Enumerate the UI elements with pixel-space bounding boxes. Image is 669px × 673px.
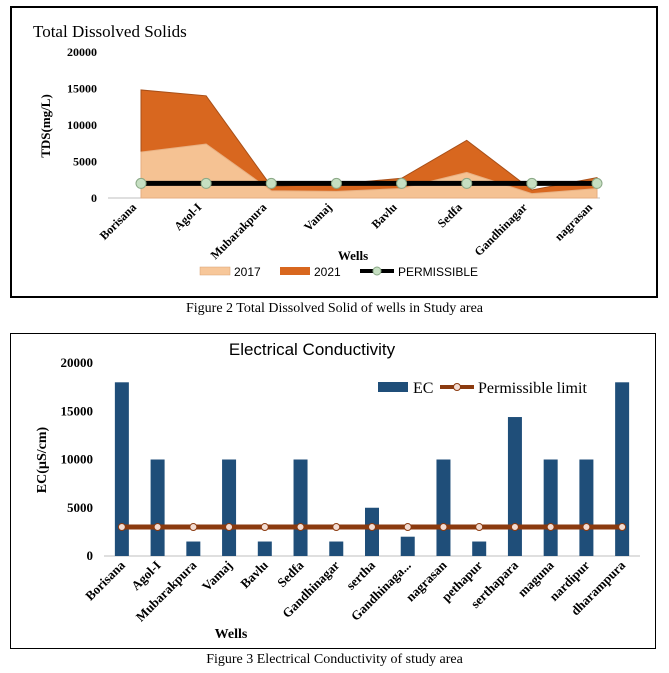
permissible-limit-point bbox=[296, 523, 305, 532]
ec-legend: EC Permissible limit bbox=[378, 380, 587, 397]
ec-bar bbox=[615, 382, 630, 556]
ec-bar bbox=[114, 382, 129, 556]
ec-y-tick-label: 20000 bbox=[61, 355, 94, 370]
ec-bar bbox=[329, 541, 344, 556]
ec-chart-title: Electrical Conductivity bbox=[229, 340, 396, 359]
ec-y-tick-label: 5000 bbox=[67, 500, 93, 515]
ec-x-axis-label: Wells bbox=[215, 627, 248, 642]
ec-bar bbox=[543, 459, 558, 556]
legend-limit-marker bbox=[453, 383, 461, 391]
legend-2017-swatch bbox=[199, 266, 231, 276]
tds-chart: Total Dissolved Solids TDS(mg/L) Wells 0… bbox=[33, 22, 603, 279]
legend-2021-swatch bbox=[280, 267, 310, 275]
figure-3-caption: Figure 3 Electrical Conductivity of stud… bbox=[206, 652, 463, 667]
permissible-point bbox=[265, 177, 277, 189]
legend-ec-label: EC bbox=[413, 380, 433, 397]
permissible-limit-point bbox=[510, 523, 519, 532]
permissible-limit-point bbox=[153, 523, 162, 532]
legend-ec-swatch bbox=[378, 382, 408, 392]
tds-legend: 2017 2021 PERMISSIBLE bbox=[199, 265, 478, 279]
ec-x-tick-label: Borisana bbox=[82, 557, 128, 603]
legend-limit-label: Permissible limit bbox=[478, 380, 587, 397]
ec-y-tick-label: 10000 bbox=[61, 452, 94, 467]
ec-bar bbox=[222, 459, 237, 556]
permissible-limit-point bbox=[189, 523, 198, 532]
permissible-point bbox=[330, 177, 342, 189]
tds-y-tick-label: 15000 bbox=[67, 82, 97, 96]
permissible-limit-point bbox=[475, 523, 484, 532]
permissible-point bbox=[135, 177, 147, 189]
permissible-point bbox=[461, 177, 473, 189]
ec-bar bbox=[472, 541, 487, 556]
tds-y-tick-label: 10000 bbox=[67, 118, 97, 132]
ec-bar bbox=[257, 541, 272, 556]
ec-bar bbox=[293, 459, 308, 556]
permissible-limit-point bbox=[260, 523, 269, 532]
ec-bar bbox=[150, 459, 165, 556]
tds-y-axis-label: TDS(mg/L) bbox=[38, 94, 53, 158]
ec-y-axis-label: EC(µS/cm) bbox=[35, 426, 50, 493]
ec-x-tick-label: Vamaj bbox=[199, 558, 235, 594]
permissible-limit-point bbox=[368, 523, 376, 532]
ec-bar bbox=[579, 459, 594, 556]
ec-bar bbox=[365, 507, 379, 556]
ec-chart-frame bbox=[10, 333, 656, 649]
legend-permissible-label: PERMISSIBLE bbox=[398, 265, 478, 279]
permissible-point bbox=[591, 177, 603, 189]
legend-permissible-marker bbox=[372, 266, 382, 276]
permissible-limit-point bbox=[332, 523, 341, 532]
figure-2-caption: Figure 2 Total Dissolved Solid of wells … bbox=[185, 301, 483, 316]
permissible-limit-point bbox=[403, 523, 412, 532]
permissible-limit-point bbox=[439, 523, 448, 532]
ec-y-tick-label: 0 bbox=[87, 548, 94, 563]
permissible-point bbox=[396, 177, 408, 189]
permissible-limit-point bbox=[117, 523, 126, 532]
ec-y-tick-label: 15000 bbox=[61, 403, 94, 418]
permissible-point bbox=[200, 177, 212, 189]
ec-bar bbox=[186, 541, 201, 556]
permissible-limit-point bbox=[618, 523, 627, 532]
ec-bar bbox=[507, 417, 522, 556]
permissible-limit-point bbox=[225, 523, 234, 532]
permissible-limit-point bbox=[546, 523, 555, 532]
permissible-point bbox=[526, 177, 538, 189]
tds-x-axis-label: Wells bbox=[338, 248, 368, 263]
tds-y-tick-label: 5000 bbox=[73, 155, 97, 169]
tds-y-tick-label: 20000 bbox=[67, 45, 97, 59]
ec-x-tick-label: Sedfa bbox=[274, 557, 307, 590]
ec-x-tick-label: Bavlu bbox=[237, 558, 271, 592]
permissible-limit-point bbox=[582, 523, 591, 532]
legend-2021-label: 2021 bbox=[314, 265, 341, 279]
tds-y-tick-label: 0 bbox=[91, 191, 97, 205]
tds-chart-title: Total Dissolved Solids bbox=[33, 22, 187, 41]
legend-2017-label: 2017 bbox=[234, 265, 261, 279]
ec-bar bbox=[400, 536, 415, 556]
ec-bar bbox=[436, 459, 451, 556]
tds-chart-frame bbox=[10, 6, 658, 298]
